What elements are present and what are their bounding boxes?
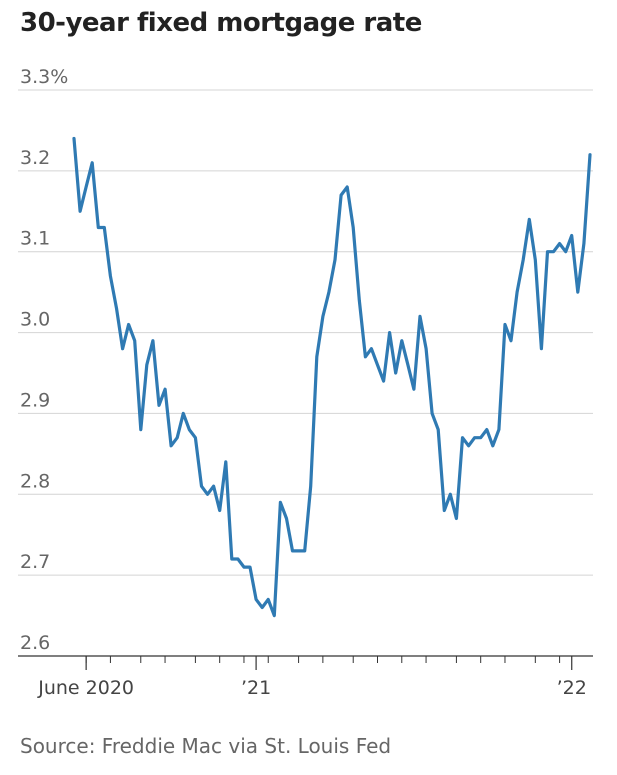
y-tick-label: 2.8: [20, 470, 50, 492]
y-tick-label: 3.3%: [20, 66, 68, 88]
chart-title: 30-year fixed mortgage rate: [20, 8, 422, 38]
x-axis: June 2020 ’21 ’22: [18, 655, 593, 699]
y-tick-label: 3.2: [20, 147, 50, 169]
y-tick-label: 3.0: [20, 309, 50, 331]
x-tick-label: ’22: [557, 677, 587, 699]
y-tick-label: 2.6: [20, 632, 50, 654]
series-layer: [72, 136, 592, 618]
source-note: Source: Freddie Mac via St. Louis Fed: [20, 734, 392, 758]
gridlines: [18, 89, 593, 576]
y-tick-label: 2.7: [20, 551, 50, 573]
y-tick-label: 3.1: [20, 228, 50, 250]
x-tick-label: ’21: [241, 677, 271, 699]
x-tick-label: June 2020: [37, 677, 134, 699]
series-line: [72, 136, 592, 618]
y-tick-label: 2.9: [20, 389, 50, 411]
y-axis-tick-labels: 3.3% 3.2 3.1 3.0 2.9 2.8 2.7 2.6: [20, 66, 68, 654]
